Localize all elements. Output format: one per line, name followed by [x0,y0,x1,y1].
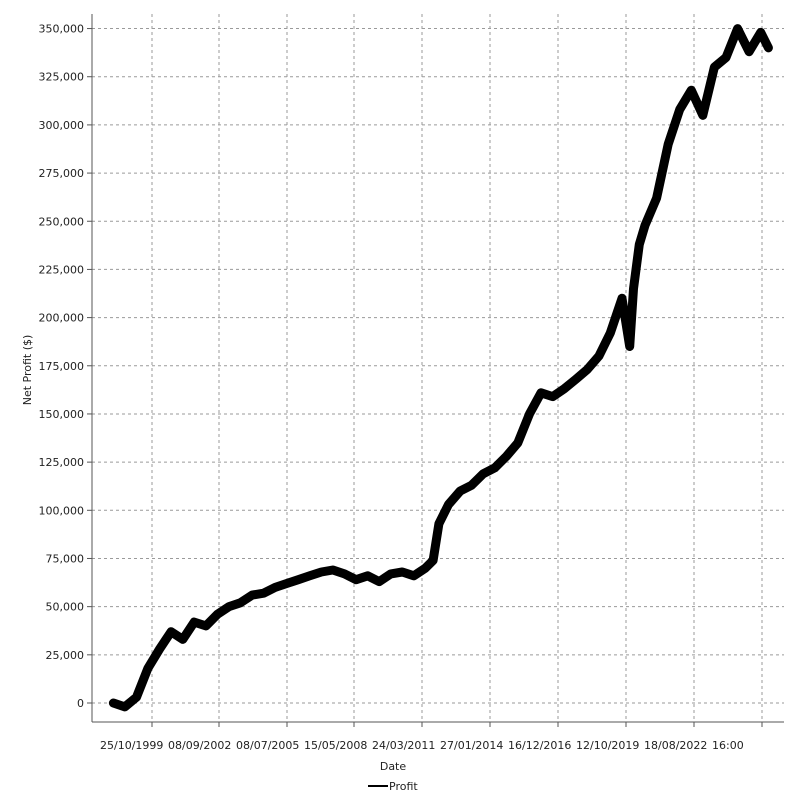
data-point [539,391,543,395]
x-tick-label: 08/09/2002 [168,739,231,752]
x-axis-ticks: 25/10/1999 08/09/2002 08/07/2005 15/05/2008… [100,722,763,752]
series-line-profit [108,24,773,712]
y-tick-label: 125,000 [39,456,85,469]
x-tick-label: 16:00 [712,739,744,752]
data-point [712,65,716,69]
data-point [135,695,138,699]
data-point [481,472,485,476]
y-tick-label: 0 [77,697,84,710]
data-point [412,574,416,578]
x-axis-title: Date [380,760,407,773]
data-point [158,647,162,651]
data-point [343,572,346,576]
data-point [447,503,450,506]
y-tick-label: 325,000 [39,71,85,84]
y-tick-label: 100,000 [39,504,85,517]
data-point [227,605,231,609]
legend: Profit [368,780,418,793]
data-point [123,705,127,709]
y-tick-label: 50,000 [46,601,85,614]
data-point [377,580,381,584]
x-tick-label: 15/05/2008 [304,739,367,752]
data-point [655,196,659,200]
x-tick-label: 27/01/2014 [440,739,503,752]
y-tick-label: 300,000 [39,119,85,132]
y-axis-title: Net Profit ($) [21,335,34,406]
data-point [689,88,693,92]
data-point [262,591,266,595]
data-point [215,612,219,616]
data-point [458,489,462,493]
x-tick-label: 24/03/2011 [372,739,435,752]
y-tick-label: 350,000 [39,23,85,36]
data-point [574,377,578,381]
data-point [736,27,740,31]
data-point [516,441,520,445]
y-tick-label: 225,000 [39,263,85,276]
data-point [331,568,335,572]
data-point [759,30,763,34]
data-point [551,395,555,399]
grid-lines [92,14,784,722]
data-point [400,570,404,574]
y-tick-label: 75,000 [46,552,85,565]
data-point [628,345,632,348]
data-point [528,412,531,416]
x-tick-label: 16/12/2016 [508,739,571,752]
data-point [470,483,474,487]
y-tick-label: 175,000 [39,360,85,373]
x-tick-label: 12/10/2019 [576,739,639,752]
y-tick-label: 25,000 [46,649,85,662]
data-point [389,572,393,576]
legend-label-profit: Profit [389,780,418,793]
data-point [766,46,770,50]
data-point [608,331,612,335]
data-point [643,223,647,227]
data-point [637,242,641,246]
data-point [204,624,208,628]
y-tick-label: 150,000 [39,408,85,421]
data-point [724,56,728,59]
data-point [701,113,705,117]
data-point [308,574,312,578]
data-point [319,570,323,574]
axes [91,14,784,723]
data-point [181,637,185,641]
data-point [354,578,358,582]
data-point [423,566,427,570]
series-profit [108,24,773,712]
data-point [285,582,289,585]
data-point [431,558,435,562]
data-point [296,578,300,582]
data-point [666,142,670,146]
y-tick-label: 200,000 [39,312,85,325]
data-point [747,50,751,54]
data-point [632,287,635,291]
x-tick-label: 08/07/2005 [236,739,299,752]
data-point [273,585,277,589]
data-point [585,368,589,372]
data-point [562,387,566,391]
y-tick-label: 275,000 [39,167,85,180]
data-point [169,630,173,634]
y-axis-ticks: 0 25,000 50,000 75,000 100,000 125,000 150,000… [39,23,92,710]
data-point [238,601,242,605]
data-point [493,466,497,470]
data-point [192,620,196,624]
data-point [146,666,150,670]
data-point [366,574,370,578]
data-point [111,701,115,705]
data-point [437,522,441,526]
data-point [504,454,508,458]
data-point [620,296,624,300]
data-point [678,108,682,111]
x-tick-label: 18/08/2022 [644,739,707,752]
y-tick-label: 250,000 [39,215,85,228]
x-tick-label: 25/10/1999 [100,739,163,752]
data-point [597,354,601,358]
data-point [250,593,254,597]
